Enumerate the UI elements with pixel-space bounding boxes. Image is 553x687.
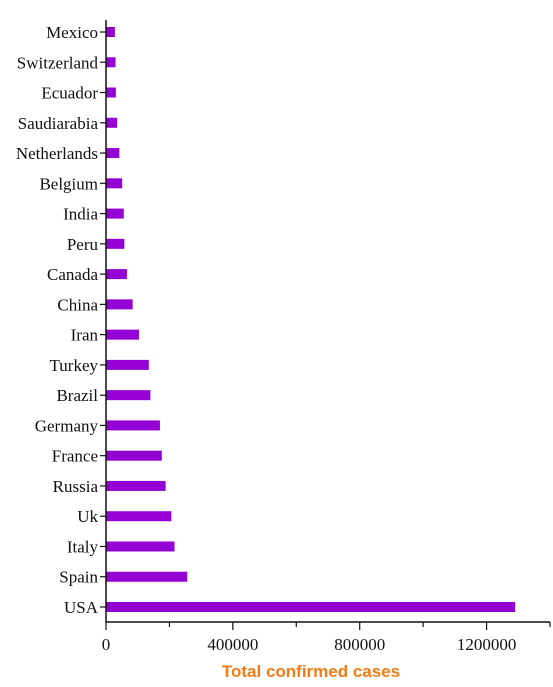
bar-china [106,299,133,310]
bar-france [106,450,162,461]
category-label-usa: USA [64,598,99,617]
category-label-belgium: Belgium [39,174,98,193]
x-tick-label: 400000 [207,635,258,654]
category-label-italy: Italy [67,537,99,556]
category-label-turkey: Turkey [50,356,99,375]
bar-germany [106,420,160,431]
bar-india [106,208,124,219]
category-label-spain: Spain [59,568,98,587]
bar-peru [106,238,125,249]
category-label-switzerland: Switzerland [17,53,99,72]
x-axis-title: Total confirmed cases [222,662,400,681]
category-label-uk: Uk [77,507,98,526]
category-label-russia: Russia [53,477,99,496]
bar-russia [106,480,166,491]
category-label-ecuador: Ecuador [41,84,98,103]
bar-spain [106,571,188,582]
bar-uk [106,511,172,522]
category-label-peru: Peru [67,235,99,254]
category-label-saudiarabia: Saudiarabia [18,114,99,133]
bar-brazil [106,390,151,401]
category-labels: Mexico Switzerland Ecuador Saudiarabia Nethe… [16,23,99,617]
x-tick-label: 0 [102,635,111,654]
bars [106,27,516,612]
category-label-canada: Canada [47,265,98,284]
bar-switzerland [106,57,116,68]
bar-usa [106,602,516,612]
category-label-germany: Germany [35,416,99,435]
x-tick-label: 1200000 [457,635,517,654]
x-tick-label: 800000 [334,635,385,654]
bar-mexico [106,27,115,37]
x-ticks: 0 400000 800000 1200000 [102,622,551,654]
category-label-france: France [52,447,98,466]
bar-netherlands [106,148,120,159]
category-label-mexico: Mexico [46,23,98,42]
category-label-netherlands: Netherlands [16,144,98,163]
axes [100,20,550,623]
bar-turkey [106,359,149,370]
category-label-china: China [57,295,98,314]
category-label-brazil: Brazil [56,386,98,405]
category-label-iran: Iran [71,326,99,345]
bar-ecuador [106,87,116,98]
bar-belgium [106,178,123,189]
bar-iran [106,329,139,340]
category-label-india: India [63,205,98,224]
bar-italy [106,541,175,552]
bar-saudiarabia [106,117,118,128]
bar-canada [106,269,127,280]
